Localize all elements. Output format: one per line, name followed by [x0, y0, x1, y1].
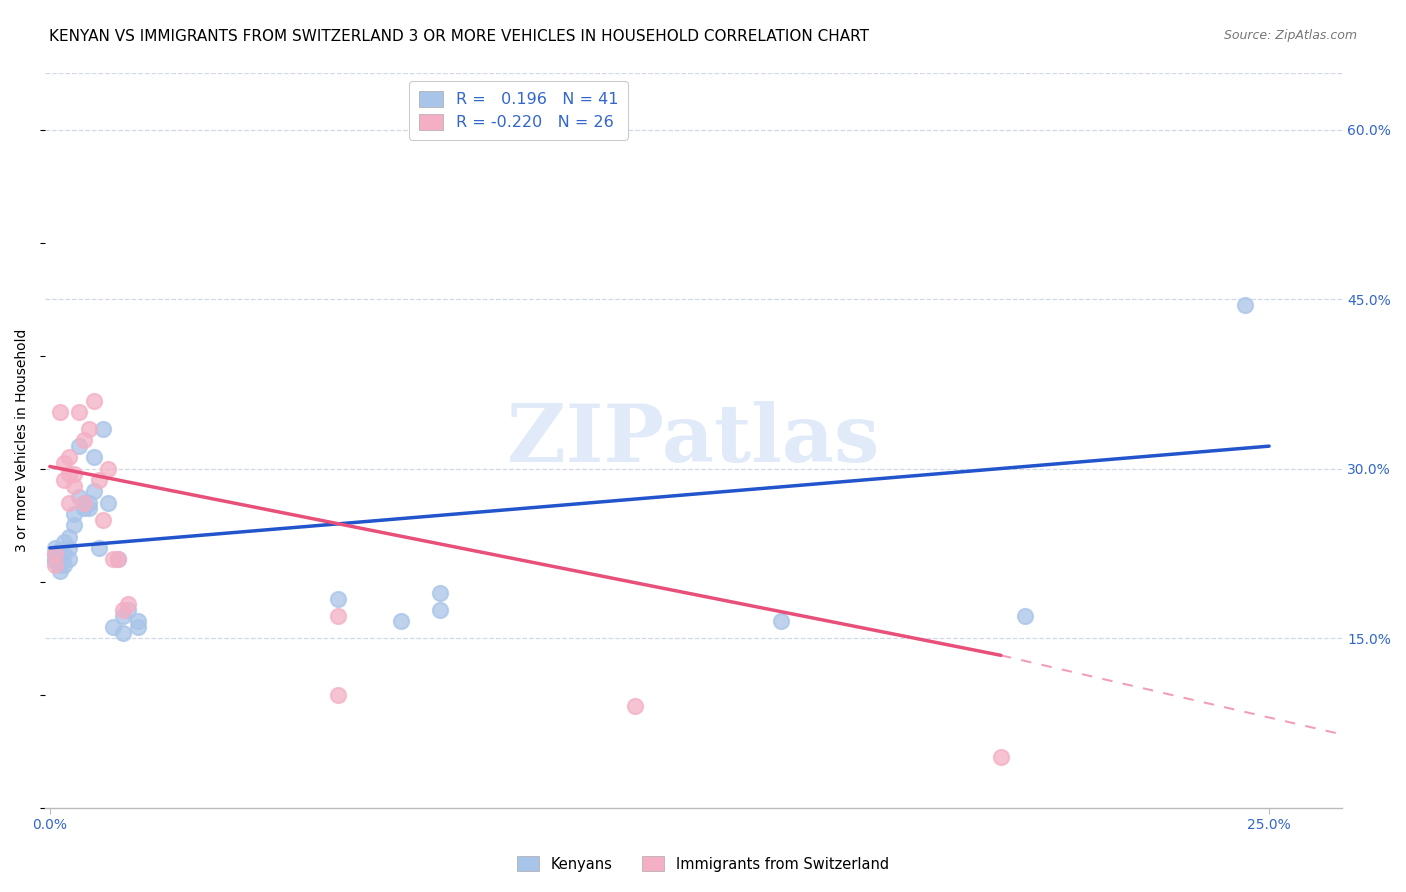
- Point: [127, 615, 149, 629]
- Point: [103, 620, 125, 634]
- Point: [63, 507, 86, 521]
- Point: [48, 405, 70, 419]
- Point: [73, 496, 96, 510]
- Text: Source: ZipAtlas.com: Source: ZipAtlas.com: [1223, 29, 1357, 42]
- Point: [48, 543, 70, 558]
- Point: [53, 535, 76, 549]
- Point: [107, 552, 129, 566]
- Point: [67, 439, 90, 453]
- Point: [44, 541, 66, 555]
- Point: [111, 608, 134, 623]
- Point: [624, 699, 647, 714]
- Point: [83, 484, 105, 499]
- Point: [103, 552, 125, 566]
- Point: [389, 615, 412, 629]
- Point: [48, 564, 70, 578]
- Point: [58, 541, 80, 555]
- Point: [58, 496, 80, 510]
- Point: [127, 620, 149, 634]
- Point: [48, 549, 70, 564]
- Point: [67, 490, 90, 504]
- Text: KENYAN VS IMMIGRANTS FROM SWITZERLAND 3 OR MORE VEHICLES IN HOUSEHOLD CORRELATIO: KENYAN VS IMMIGRANTS FROM SWITZERLAND 3 …: [49, 29, 869, 44]
- Point: [44, 554, 66, 568]
- Point: [83, 393, 105, 408]
- Point: [326, 688, 349, 702]
- Y-axis label: 3 or more Vehicles in Household: 3 or more Vehicles in Household: [15, 329, 30, 552]
- Point: [93, 513, 115, 527]
- Point: [111, 625, 134, 640]
- Point: [53, 547, 76, 561]
- Point: [73, 501, 96, 516]
- Point: [429, 603, 451, 617]
- Point: [87, 473, 110, 487]
- Point: [117, 603, 139, 617]
- Point: [44, 552, 66, 566]
- Point: [63, 467, 86, 482]
- Point: [990, 750, 1012, 764]
- Point: [326, 608, 349, 623]
- Point: [97, 462, 120, 476]
- Point: [53, 558, 76, 572]
- Point: [73, 434, 96, 448]
- Point: [93, 422, 115, 436]
- Point: [67, 405, 90, 419]
- Point: [77, 501, 100, 516]
- Point: [1014, 608, 1036, 623]
- Point: [87, 541, 110, 555]
- Point: [77, 422, 100, 436]
- Point: [44, 558, 66, 572]
- Point: [770, 615, 793, 629]
- Point: [111, 603, 134, 617]
- Point: [44, 547, 66, 561]
- Point: [53, 456, 76, 470]
- Legend: Kenyans, Immigrants from Switzerland: Kenyans, Immigrants from Switzerland: [512, 850, 894, 878]
- Point: [117, 598, 139, 612]
- Point: [53, 473, 76, 487]
- Point: [77, 496, 100, 510]
- Point: [48, 558, 70, 572]
- Point: [58, 467, 80, 482]
- Point: [107, 552, 129, 566]
- Point: [73, 496, 96, 510]
- Point: [326, 591, 349, 606]
- Point: [429, 586, 451, 600]
- Point: [58, 552, 80, 566]
- Point: [63, 479, 86, 493]
- Point: [44, 547, 66, 561]
- Legend: R =   0.196   N = 41, R = -0.220   N = 26: R = 0.196 N = 41, R = -0.220 N = 26: [409, 81, 627, 140]
- Text: ZIPatlas: ZIPatlas: [508, 401, 880, 480]
- Point: [58, 530, 80, 544]
- Point: [83, 450, 105, 465]
- Point: [1233, 298, 1256, 312]
- Point: [97, 496, 120, 510]
- Point: [58, 450, 80, 465]
- Point: [63, 518, 86, 533]
